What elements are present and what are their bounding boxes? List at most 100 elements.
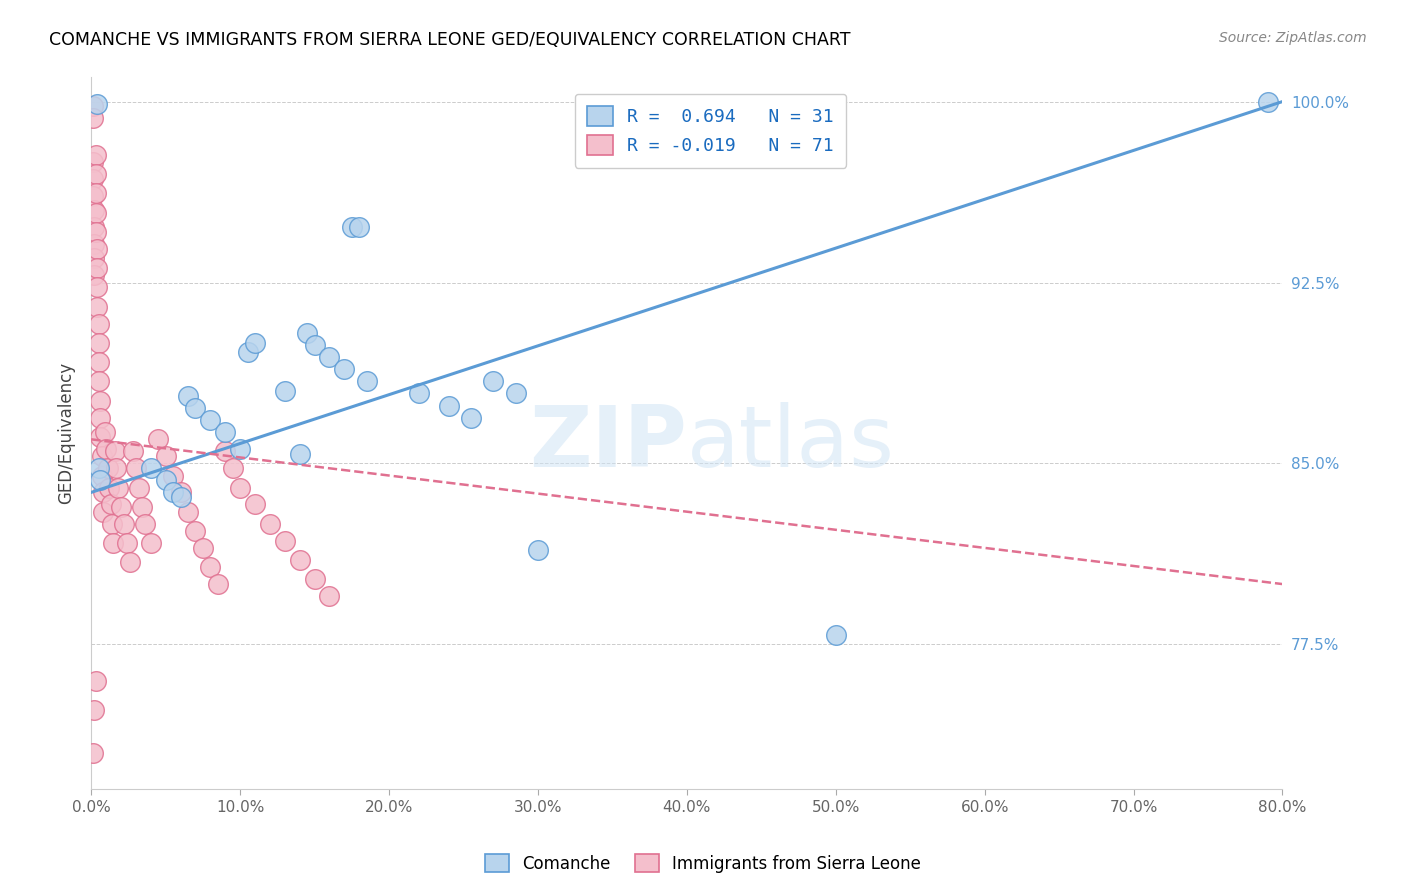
Point: [318, 351, 340, 365]
Text: ZIP: ZIP: [529, 402, 686, 485]
Point: [304, 572, 326, 586]
Point: [229, 481, 252, 495]
Point: [134, 516, 156, 531]
Point: [89, 473, 111, 487]
Point: [125, 461, 148, 475]
Point: [87, 317, 110, 331]
Point: [86, 280, 108, 294]
Point: [304, 338, 326, 352]
Point: [112, 516, 135, 531]
Point: [83, 252, 105, 266]
Point: [82, 99, 104, 113]
Point: [1257, 95, 1279, 109]
Point: [82, 154, 104, 169]
Point: [86, 260, 108, 275]
Point: [100, 498, 122, 512]
Point: [146, 433, 169, 447]
Point: [83, 268, 105, 283]
Point: [121, 444, 143, 458]
Point: [288, 553, 311, 567]
Point: [84, 225, 107, 239]
Point: [87, 355, 110, 369]
Point: [105, 461, 128, 475]
Point: [91, 485, 114, 500]
Point: [177, 389, 200, 403]
Point: [259, 516, 281, 531]
Point: [83, 220, 105, 235]
Point: [200, 560, 222, 574]
Point: [214, 425, 236, 439]
Point: [527, 543, 550, 558]
Point: [118, 555, 141, 569]
Point: [110, 500, 132, 514]
Point: [89, 410, 111, 425]
Point: [162, 468, 184, 483]
Point: [94, 442, 117, 456]
Text: atlas: atlas: [686, 402, 894, 485]
Point: [214, 444, 236, 458]
Point: [333, 362, 356, 376]
Point: [169, 490, 191, 504]
Point: [460, 410, 482, 425]
Point: [96, 461, 118, 475]
Point: [86, 300, 108, 314]
Point: [103, 536, 125, 550]
Point: [128, 481, 150, 495]
Point: [155, 449, 177, 463]
Point: [107, 481, 129, 495]
Point: [505, 386, 527, 401]
Point: [91, 505, 114, 519]
Point: [93, 425, 115, 439]
Point: [90, 468, 112, 483]
Point: [437, 399, 460, 413]
Point: [90, 449, 112, 463]
Point: [83, 702, 105, 716]
Point: [139, 461, 162, 475]
Point: [169, 485, 191, 500]
Point: [89, 393, 111, 408]
Point: [98, 481, 121, 495]
Point: [236, 345, 259, 359]
Point: [221, 461, 243, 475]
Point: [200, 413, 222, 427]
Point: [243, 498, 266, 512]
Point: [86, 242, 108, 256]
Point: [83, 203, 105, 218]
Point: [274, 384, 297, 398]
Point: [177, 505, 200, 519]
Point: [84, 167, 107, 181]
Point: [82, 112, 104, 126]
Point: [82, 746, 104, 760]
Point: [84, 147, 107, 161]
Point: [82, 188, 104, 202]
Point: [87, 461, 110, 475]
Point: [340, 220, 363, 235]
Point: [408, 386, 430, 401]
Point: [824, 628, 846, 642]
Point: [84, 186, 107, 201]
Point: [162, 485, 184, 500]
Point: [184, 524, 207, 538]
Point: [83, 236, 105, 251]
Point: [89, 430, 111, 444]
Point: [274, 533, 297, 548]
Point: [482, 375, 505, 389]
Point: [82, 171, 104, 186]
Y-axis label: GED/Equivalency: GED/Equivalency: [58, 362, 75, 504]
Point: [229, 442, 252, 456]
Point: [288, 447, 311, 461]
Point: [101, 516, 124, 531]
Point: [347, 220, 370, 235]
Point: [115, 536, 138, 550]
Point: [84, 205, 107, 219]
Point: [356, 375, 378, 389]
Point: [243, 335, 266, 350]
Point: [207, 577, 229, 591]
Point: [87, 335, 110, 350]
Text: COMANCHE VS IMMIGRANTS FROM SIERRA LEONE GED/EQUIVALENCY CORRELATION CHART: COMANCHE VS IMMIGRANTS FROM SIERRA LEONE…: [49, 31, 851, 49]
Legend: R =  0.694   N = 31, R = -0.019   N = 71: R = 0.694 N = 31, R = -0.019 N = 71: [575, 94, 846, 168]
Point: [104, 444, 127, 458]
Point: [84, 673, 107, 688]
Point: [191, 541, 214, 555]
Point: [139, 536, 162, 550]
